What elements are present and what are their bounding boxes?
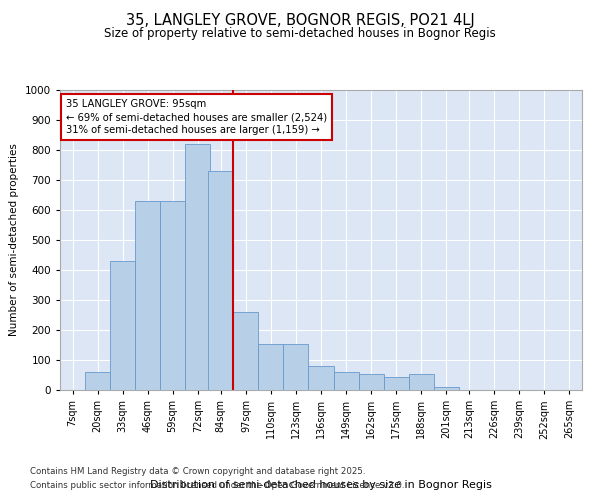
Text: Contains public sector information licensed under the Open Government Licence v3: Contains public sector information licen…: [30, 481, 404, 490]
Bar: [434, 387, 459, 390]
X-axis label: Distribution of semi-detached houses by size in Bognor Regis: Distribution of semi-detached houses by …: [150, 480, 492, 490]
Bar: [85, 372, 110, 390]
Bar: [185, 144, 210, 390]
Text: Size of property relative to semi-detached houses in Bognor Regis: Size of property relative to semi-detach…: [104, 28, 496, 40]
Text: Contains HM Land Registry data © Crown copyright and database right 2025.: Contains HM Land Registry data © Crown c…: [30, 467, 365, 476]
Bar: [409, 374, 434, 390]
Bar: [160, 201, 185, 390]
Bar: [259, 344, 283, 390]
Bar: [208, 171, 233, 390]
Bar: [359, 374, 383, 390]
Bar: [383, 376, 409, 390]
Bar: [135, 201, 160, 390]
Bar: [233, 312, 259, 390]
Bar: [334, 372, 359, 390]
Text: 35 LANGLEY GROVE: 95sqm
← 69% of semi-detached houses are smaller (2,524)
31% of: 35 LANGLEY GROVE: 95sqm ← 69% of semi-de…: [66, 99, 327, 136]
Bar: [110, 261, 135, 390]
Text: 35, LANGLEY GROVE, BOGNOR REGIS, PO21 4LJ: 35, LANGLEY GROVE, BOGNOR REGIS, PO21 4L…: [125, 12, 475, 28]
Y-axis label: Number of semi-detached properties: Number of semi-detached properties: [9, 144, 19, 336]
Bar: [283, 344, 308, 390]
Bar: [308, 366, 334, 390]
